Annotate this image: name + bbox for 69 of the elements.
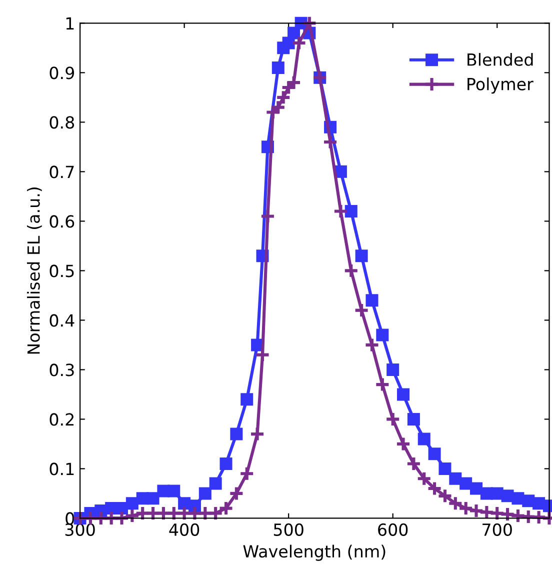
point [397,388,410,401]
point [426,480,442,496]
point [500,506,516,522]
point [260,208,276,224]
point [364,337,380,353]
x-tick-label: 700 [482,523,512,536]
point [406,456,422,472]
legend-label: Blended [468,53,533,66]
point [272,61,284,74]
y-tick-label: 0.9 [50,66,74,80]
point [416,470,432,486]
y-tick-label: 0.7 [50,166,74,178]
y-tick-label: 0.8 [50,116,74,129]
point [376,328,389,342]
point [468,503,484,519]
point [460,477,472,490]
point [302,15,318,31]
point [407,412,420,426]
point [230,428,243,440]
point [114,510,130,526]
point [418,432,430,446]
point [470,482,483,495]
y-tick-label: 0.6 [50,215,74,228]
x-tick-label: 500 [274,523,304,536]
point [354,302,370,318]
point [428,448,441,460]
point [322,134,338,150]
y-axis-title: Normalised EL (a.u.) [26,187,42,354]
point [344,205,358,218]
x-tick-label: 400 [169,523,200,536]
point [228,486,244,502]
point [343,262,359,278]
point [374,376,390,392]
point [458,500,474,516]
y-tick-label: 0.2 [50,413,74,426]
point [395,436,412,452]
point [448,496,464,512]
point [198,487,212,500]
point [332,204,348,220]
point [355,250,368,262]
point [126,497,138,510]
point [220,458,232,470]
point [438,462,452,475]
point [254,347,270,363]
point [209,477,222,490]
point [366,294,378,307]
x-axis-title: Wavelength (nm) [243,544,386,561]
point [489,505,505,522]
point [520,508,536,524]
legend-label: Polymer [468,77,534,94]
point [449,472,462,485]
point [510,508,526,524]
x-tick-label: 600 [378,523,408,536]
point [531,509,547,525]
y-tick-label: 0.4 [50,314,74,327]
point [385,411,401,427]
point [437,488,453,504]
point [240,393,254,406]
point [250,426,266,442]
point [239,466,255,482]
y-tick-label: 1 [66,17,74,30]
y-tick-label: 0.3 [50,364,74,376]
point [291,35,307,51]
y-tick-label: 0.1 [50,462,74,476]
point [124,508,140,524]
point [168,484,180,498]
point [386,363,400,376]
y-tick-label: 0.5 [50,264,74,278]
point [146,492,160,505]
